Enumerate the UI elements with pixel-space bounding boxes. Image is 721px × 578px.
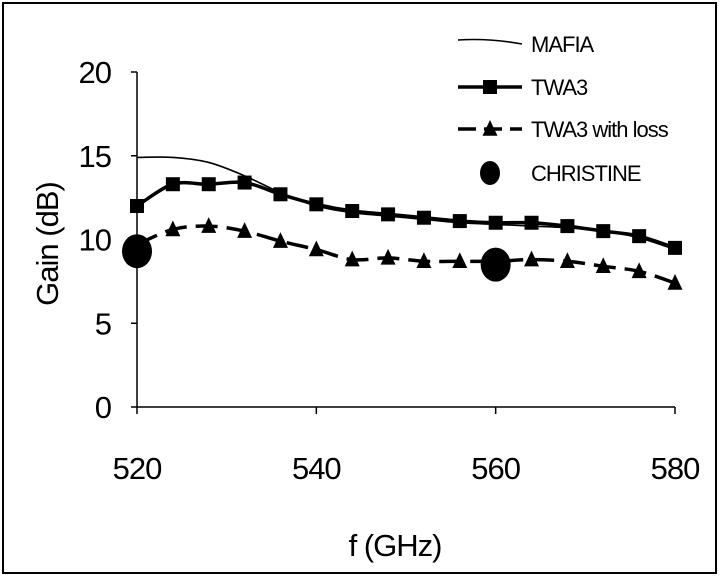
data-point-square xyxy=(488,215,503,230)
data-point-square xyxy=(560,219,575,234)
legend: MAFIA TWA3 TWA3 with loss CHRISTINE xyxy=(457,32,670,186)
y-axis-label: Gain (dB) xyxy=(30,182,65,306)
legend-marker-triangle xyxy=(482,120,498,136)
series-twa3 xyxy=(130,175,682,255)
data-point-triangle xyxy=(595,257,611,274)
data-point-square xyxy=(452,214,467,229)
data-point-square xyxy=(130,199,144,213)
legend-label: TWA3 xyxy=(531,75,588,100)
series-line-twa3-with-loss xyxy=(136,224,676,285)
data-point-square xyxy=(345,204,360,219)
data-point-triangle xyxy=(165,220,181,237)
data-point-square xyxy=(381,207,396,222)
data-point-square xyxy=(165,177,180,192)
legend-label: TWA3 with loss xyxy=(531,117,669,142)
x-tick-label: 560 xyxy=(471,451,520,486)
data-point-triangle xyxy=(380,248,396,265)
data-point-square xyxy=(416,210,431,225)
data-point-triangle xyxy=(631,262,647,279)
data-point-square xyxy=(524,215,539,230)
y-tick-label: 0 xyxy=(95,390,112,425)
data-point-triangle xyxy=(524,250,540,267)
data-point-triangle xyxy=(272,232,288,248)
legend-marker-circle xyxy=(480,161,500,185)
y-tick-label: 20 xyxy=(79,55,112,90)
data-point-square xyxy=(273,187,288,202)
legend-label: MAFIA xyxy=(531,32,595,57)
data-point-triangle xyxy=(237,222,253,238)
data-point-triangle xyxy=(201,217,217,233)
tick-labels: 0 5 10 15 20 520 540 560 580 xyxy=(79,55,702,486)
data-point-square xyxy=(309,197,324,212)
x-axis-label: f (GHz) xyxy=(349,528,442,563)
y-tick-label: 5 xyxy=(95,306,111,341)
data-point-square xyxy=(201,177,216,192)
legend-label: CHRISTINE xyxy=(531,161,641,186)
legend-item-christine: CHRISTINE xyxy=(480,161,642,186)
plot-area xyxy=(122,156,683,290)
data-point-triangle xyxy=(667,274,683,290)
data-point-triangle xyxy=(416,252,432,269)
legend-swatch xyxy=(457,38,523,45)
x-tick-label: 580 xyxy=(651,451,700,486)
x-tick-label: 540 xyxy=(292,451,341,486)
data-point-circle xyxy=(122,234,152,269)
data-point-triangle xyxy=(308,240,324,257)
data-point-square xyxy=(237,175,252,190)
series-line-twa3 xyxy=(136,180,676,250)
x-tick-label: 520 xyxy=(113,451,162,486)
legend-item-twa3: TWA3 xyxy=(458,75,589,100)
legend-item-twa3-with-loss: TWA3 with loss xyxy=(458,117,670,142)
y-tick-label: 10 xyxy=(79,223,112,258)
data-point-circle xyxy=(480,247,511,282)
data-point-triangle xyxy=(452,252,468,269)
legend-item-mafia: MAFIA xyxy=(457,32,596,57)
y-tick-label: 15 xyxy=(79,139,111,174)
legend-marker-square xyxy=(483,80,497,94)
data-point-square xyxy=(632,229,647,244)
data-point-square xyxy=(668,240,682,255)
data-point-square xyxy=(596,224,611,239)
data-point-triangle xyxy=(559,252,575,269)
series-christine xyxy=(122,234,511,282)
data-point-triangle xyxy=(344,250,360,267)
